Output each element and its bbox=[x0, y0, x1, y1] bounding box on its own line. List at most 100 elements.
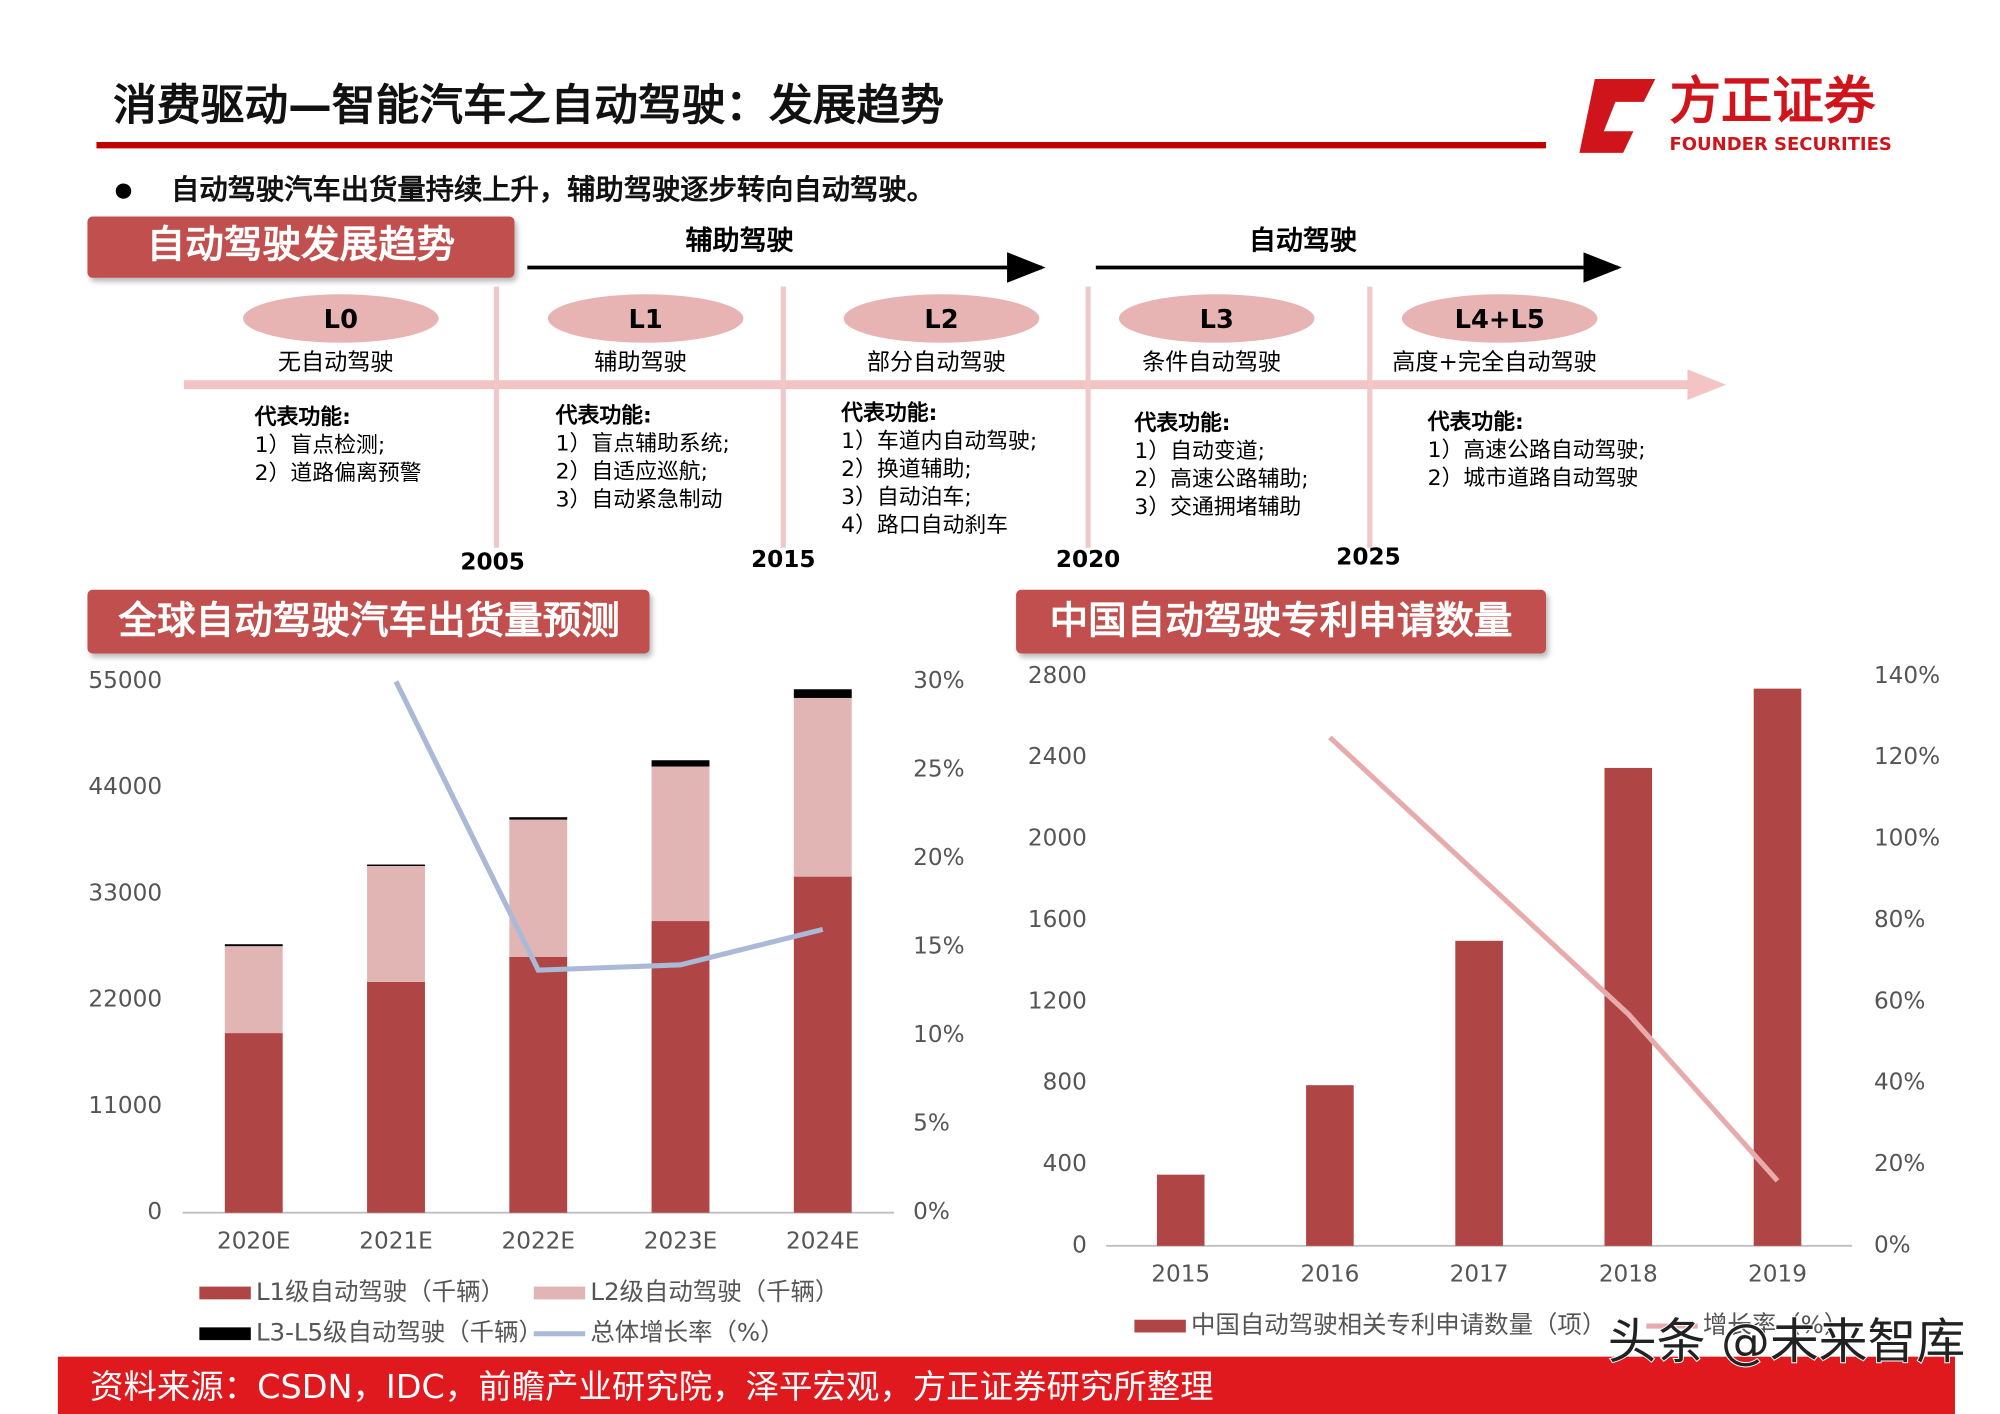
bar bbox=[224, 944, 283, 947]
legend-label: 增长率（%） bbox=[1703, 1310, 1848, 1339]
bar bbox=[793, 697, 852, 877]
line-series bbox=[393, 680, 824, 973]
feature-title: 代表功能: bbox=[555, 403, 652, 429]
y-tick-label: 2000 bbox=[1028, 826, 1087, 852]
phase-label: 自动驾驶 bbox=[1249, 225, 1357, 257]
feature-item: 1）自动变道; bbox=[1134, 439, 1265, 464]
year-label: 2005 bbox=[460, 550, 524, 576]
phase-label: 辅助驾驶 bbox=[686, 226, 794, 257]
level-badge bbox=[243, 294, 439, 343]
bar bbox=[651, 760, 710, 767]
charts: 0 11000 22000 33000 44000 55000 0% 5% 10% 15% 20% 2… bbox=[88, 663, 1940, 1347]
feature-item: 1）高速公路自动驾驶; bbox=[1428, 438, 1646, 463]
feature-item: 2）高速公路辅助; bbox=[1134, 467, 1308, 492]
feature-item: 2）道路偏离预警 bbox=[255, 461, 422, 486]
level-code: L0 bbox=[324, 305, 358, 335]
y2-tick-label: 140% bbox=[1874, 663, 1940, 689]
x-tick-label: 2021E bbox=[359, 1229, 433, 1255]
feature-item: 3）交通拥堵辅助 bbox=[1134, 495, 1301, 520]
timeline-banner bbox=[87, 216, 515, 278]
bar bbox=[1156, 1174, 1205, 1246]
feature-item: 1）盲点检测; bbox=[255, 433, 386, 458]
legend-swatch bbox=[1134, 1319, 1186, 1333]
y2-tick-label: 120% bbox=[1874, 744, 1940, 770]
level-code: L3 bbox=[1200, 305, 1234, 335]
x-tick-label: 2023E bbox=[644, 1229, 718, 1255]
y-tick-label: 1600 bbox=[1028, 907, 1087, 933]
y-tick-label: 0 bbox=[1072, 1232, 1087, 1258]
legend-label: L1级自动驾驶（千辆） bbox=[256, 1277, 505, 1306]
bullet-dot bbox=[115, 183, 132, 199]
level-name: 辅助驾驶 bbox=[594, 350, 687, 376]
bar bbox=[509, 956, 568, 1213]
y2-tick-label: 40% bbox=[1874, 1070, 1925, 1096]
chart-banner bbox=[1016, 589, 1546, 654]
feature-item: 4）路口自动刹车 bbox=[841, 513, 1008, 538]
level-badge bbox=[843, 294, 1040, 343]
level-code: L4+L5 bbox=[1455, 305, 1545, 335]
slide-title: 消费驱动—智能汽车之自动驾驶：发展趋势 bbox=[113, 81, 944, 131]
watermark: 头条 @未来智库 bbox=[1608, 1314, 1966, 1370]
level-badge bbox=[1401, 294, 1598, 343]
legend-label: 总体增长率（%） bbox=[590, 1318, 784, 1347]
bar bbox=[651, 921, 710, 1213]
level-name: 部分自动驾驶 bbox=[867, 350, 1006, 376]
y2-tick-label: 20% bbox=[913, 845, 964, 871]
source-text: 资料来源：CSDN，IDC，前瞻产业研究院，泽平宏观，方正证券研究所整理 bbox=[90, 1367, 1214, 1406]
level-badge bbox=[547, 294, 744, 343]
feature-item: 1）盲点辅助系统; bbox=[556, 432, 730, 457]
x-tick-label: 2018 bbox=[1599, 1262, 1658, 1288]
bar bbox=[367, 864, 425, 866]
y2-tick-label: 15% bbox=[913, 934, 964, 960]
y-tick-label: 2800 bbox=[1028, 663, 1087, 689]
y-tick-label: 2400 bbox=[1028, 744, 1087, 770]
timeline-title: 自动驾驶发展趋势 bbox=[147, 223, 456, 268]
bar bbox=[1455, 940, 1503, 1246]
feature-title: 代表功能: bbox=[840, 400, 937, 426]
legend-swatch bbox=[533, 1286, 586, 1300]
y-tick-label: 800 bbox=[1043, 1070, 1087, 1096]
y-tick-label: 1200 bbox=[1028, 988, 1087, 1014]
x-tick-label: 2020E bbox=[217, 1229, 291, 1255]
chart-title: 中国自动驾驶专利申请数量 bbox=[1050, 599, 1513, 644]
y2-tick-label: 80% bbox=[1874, 907, 1925, 933]
bullet-text: 自动驾驶汽车出货量持续上升，辅助驾驶逐步转向自动驾驶。 bbox=[171, 173, 935, 206]
year-label: 2020 bbox=[1056, 547, 1120, 573]
y2-tick-label: 30% bbox=[913, 668, 964, 694]
level-badge bbox=[1118, 294, 1315, 343]
bar bbox=[224, 1033, 283, 1213]
x-tick-label: 2022E bbox=[502, 1229, 576, 1255]
feature-title: 代表功能: bbox=[254, 404, 351, 430]
bar bbox=[224, 946, 283, 1034]
y-tick-label: 0 bbox=[147, 1199, 162, 1225]
line-series bbox=[1328, 735, 1780, 1183]
bar bbox=[367, 865, 425, 982]
bar bbox=[793, 876, 852, 1213]
y2-tick-label: 60% bbox=[1874, 988, 1925, 1014]
level-name: 条件自动驾驶 bbox=[1142, 350, 1281, 376]
feature-item: 2）自适应巡航; bbox=[556, 460, 708, 485]
bar bbox=[509, 817, 568, 820]
y2-tick-label: 10% bbox=[913, 1022, 964, 1048]
legend-label: 中国自动驾驶相关专利申请数量（项） bbox=[1191, 1310, 1606, 1339]
source-bar bbox=[57, 1356, 1955, 1414]
level-name: 无自动驾驶 bbox=[278, 350, 394, 376]
y-tick-label: 400 bbox=[1043, 1151, 1087, 1177]
logo-en: FOUNDER SECURITIES bbox=[1669, 134, 1891, 155]
bar bbox=[1753, 688, 1802, 1246]
x-tick-label: 2017 bbox=[1450, 1262, 1509, 1288]
feature-item: 1）车道内自动驾驶; bbox=[841, 429, 1037, 454]
legend-label: L3-L5级自动驾驶（千辆） bbox=[256, 1318, 543, 1347]
bar bbox=[651, 766, 710, 922]
x-tick-label: 2024E bbox=[786, 1229, 860, 1255]
legend-swatch bbox=[199, 1286, 251, 1300]
chart-title: 全球自动驾驶汽车出货量预测 bbox=[117, 599, 619, 644]
y-tick-label: 44000 bbox=[88, 774, 162, 800]
y2-tick-label: 20% bbox=[1874, 1151, 1925, 1177]
y-tick-label: 22000 bbox=[88, 987, 162, 1013]
x-tick-label: 2015 bbox=[1151, 1262, 1210, 1288]
year-label: 2025 bbox=[1336, 545, 1400, 571]
